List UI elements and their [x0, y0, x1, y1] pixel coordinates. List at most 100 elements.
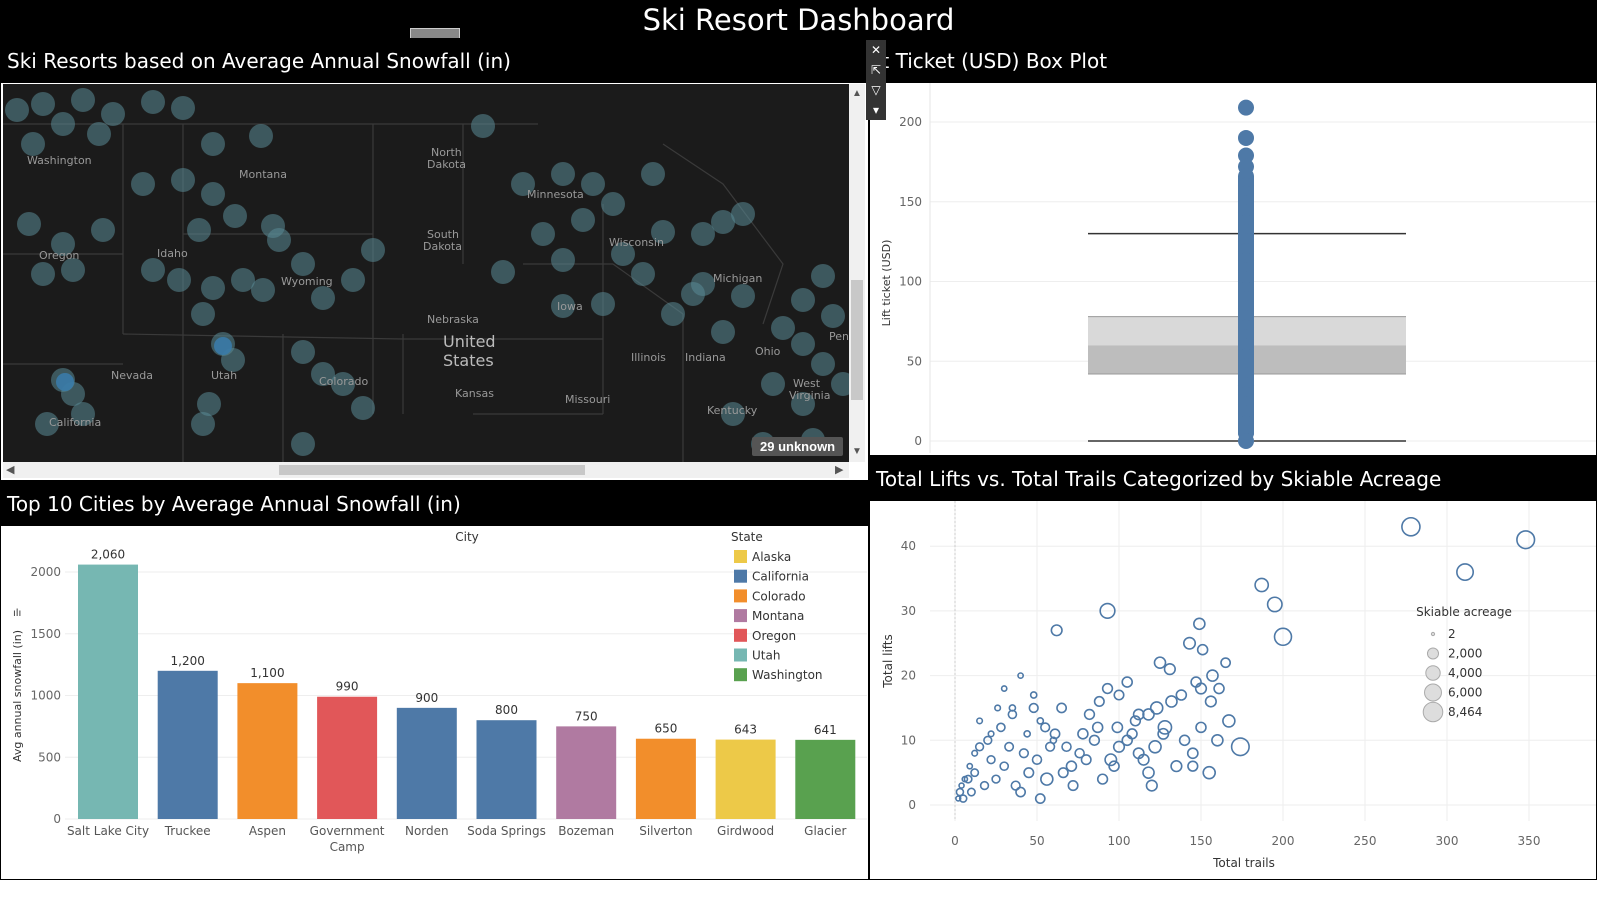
- scatter-point[interactable]: [1129, 715, 1142, 727]
- scatter-point[interactable]: [1165, 695, 1178, 708]
- scatter-point[interactable]: [1093, 695, 1105, 708]
- scatter-point[interactable]: [1157, 727, 1170, 740]
- scatter-point[interactable]: [1456, 563, 1475, 582]
- scatter-point[interactable]: [1023, 729, 1032, 738]
- scatter-point[interactable]: [1175, 689, 1188, 701]
- scatter-point[interactable]: [1080, 754, 1092, 766]
- scatter-point[interactable]: [970, 768, 980, 778]
- scatter-point[interactable]: [1186, 747, 1199, 760]
- scatter-point[interactable]: [1204, 695, 1217, 708]
- scatter-point[interactable]: [1061, 741, 1072, 753]
- legend-swatch[interactable]: [734, 648, 747, 662]
- scatter-point[interactable]: [1178, 734, 1191, 747]
- scatter-point[interactable]: [961, 775, 969, 783]
- unknown-locations-badge[interactable]: 29 unknown: [752, 437, 844, 456]
- snowfall-map[interactable]: Washington Montana North Dakota Minnesota Ore…: [3, 84, 849, 462]
- legend-swatch[interactable]: [734, 668, 747, 682]
- scatter-point[interactable]: [1194, 682, 1208, 695]
- bar[interactable]: [795, 739, 856, 819]
- scatter-point[interactable]: [987, 730, 995, 738]
- map-horizontal-scrollbar[interactable]: ◀ ▶: [3, 462, 849, 478]
- scatter-point[interactable]: [971, 749, 979, 757]
- bar[interactable]: [715, 739, 776, 819]
- scatter-point[interactable]: [1077, 728, 1089, 740]
- scatter-point[interactable]: [1004, 741, 1015, 752]
- scatter-point[interactable]: [1067, 780, 1079, 792]
- scatter-point[interactable]: [1222, 714, 1236, 728]
- scatter-point[interactable]: [999, 761, 1010, 772]
- scatter-point[interactable]: [1015, 786, 1027, 798]
- scatter-point[interactable]: [979, 780, 990, 791]
- scatter-point[interactable]: [1057, 767, 1069, 779]
- scatter-point[interactable]: [955, 787, 965, 797]
- legend-label[interactable]: Alaska: [752, 550, 791, 564]
- scatter-point[interactable]: [1036, 717, 1045, 725]
- scatter-point[interactable]: [1149, 701, 1164, 715]
- popout-icon[interactable]: ⇱: [870, 63, 882, 77]
- scatter-point[interactable]: [1074, 747, 1085, 759]
- bar[interactable]: [476, 720, 537, 819]
- scatter-point[interactable]: [1083, 708, 1096, 721]
- scatter-point[interactable]: [1401, 516, 1421, 537]
- scatter-point[interactable]: [1108, 760, 1120, 772]
- bar[interactable]: [237, 683, 298, 819]
- legend-swatch[interactable]: [734, 589, 747, 603]
- scatter-point[interactable]: [1000, 685, 1008, 692]
- scatter-point[interactable]: [1266, 596, 1283, 613]
- scatter-point[interactable]: [1145, 779, 1158, 792]
- scatter-point[interactable]: [1187, 760, 1199, 772]
- scatter-point[interactable]: [1193, 617, 1206, 631]
- scatter-point[interactable]: [1010, 780, 1021, 791]
- scatter-point[interactable]: [1096, 773, 1109, 785]
- scatter-point[interactable]: [1040, 722, 1051, 733]
- scatter-point[interactable]: [1017, 672, 1025, 680]
- scatter-point[interactable]: [1170, 760, 1183, 773]
- scatter-point[interactable]: [1101, 682, 1114, 695]
- scatter-point[interactable]: [1132, 747, 1145, 760]
- bar[interactable]: [317, 696, 378, 819]
- scatter-point[interactable]: [1254, 577, 1270, 593]
- scatter-point[interactable]: [1049, 736, 1058, 745]
- scatter-point[interactable]: [1220, 657, 1232, 669]
- legend-label[interactable]: Oregon: [752, 629, 796, 643]
- box-point[interactable]: [1238, 433, 1254, 449]
- scatter-point[interactable]: [966, 787, 976, 797]
- scatter-point[interactable]: [1112, 740, 1126, 753]
- scatter-point[interactable]: [1065, 760, 1078, 772]
- scatter-point[interactable]: [974, 742, 985, 752]
- scatter-point[interactable]: [1163, 663, 1176, 676]
- bar[interactable]: [635, 738, 696, 819]
- map-vertical-thumb[interactable]: [851, 280, 863, 400]
- scatter-point[interactable]: [1516, 530, 1536, 550]
- legend-label[interactable]: Utah: [752, 649, 780, 663]
- scatter-point[interactable]: [1050, 624, 1063, 637]
- scatter-point[interactable]: [1091, 721, 1104, 734]
- legend-swatch[interactable]: [734, 569, 747, 583]
- scatter-point[interactable]: [1028, 702, 1039, 714]
- scatter-point[interactable]: [1202, 765, 1217, 780]
- filter-icon[interactable]: ▽: [871, 83, 881, 97]
- scroll-up-icon[interactable]: ▲: [852, 88, 862, 99]
- scatter-point[interactable]: [1195, 721, 1207, 734]
- scroll-left-icon[interactable]: ◀: [6, 464, 15, 476]
- scatter-point[interactable]: [1213, 682, 1225, 695]
- scatter-point[interactable]: [1056, 702, 1068, 714]
- sort-icon[interactable]: ılı: [13, 608, 21, 619]
- bar[interactable]: [157, 670, 218, 819]
- scatter-point[interactable]: [1023, 767, 1035, 779]
- legend-label[interactable]: Washington: [752, 668, 823, 682]
- map-horizontal-thumb[interactable]: [279, 465, 585, 475]
- scatter-point[interactable]: [1040, 772, 1054, 786]
- scatter-point[interactable]: [958, 782, 965, 789]
- legend-swatch[interactable]: [734, 609, 747, 623]
- scatter-point[interactable]: [994, 704, 1002, 712]
- scatter-point[interactable]: [986, 755, 996, 765]
- scatter-point[interactable]: [1196, 643, 1209, 656]
- bar[interactable]: [556, 726, 617, 819]
- legend-swatch[interactable]: [734, 628, 747, 642]
- scatter-point[interactable]: [991, 774, 1001, 784]
- scatter-point[interactable]: [1029, 691, 1038, 699]
- legend-swatch[interactable]: [734, 550, 747, 563]
- scatter-point[interactable]: [955, 795, 962, 802]
- scatter-point[interactable]: [1206, 669, 1219, 682]
